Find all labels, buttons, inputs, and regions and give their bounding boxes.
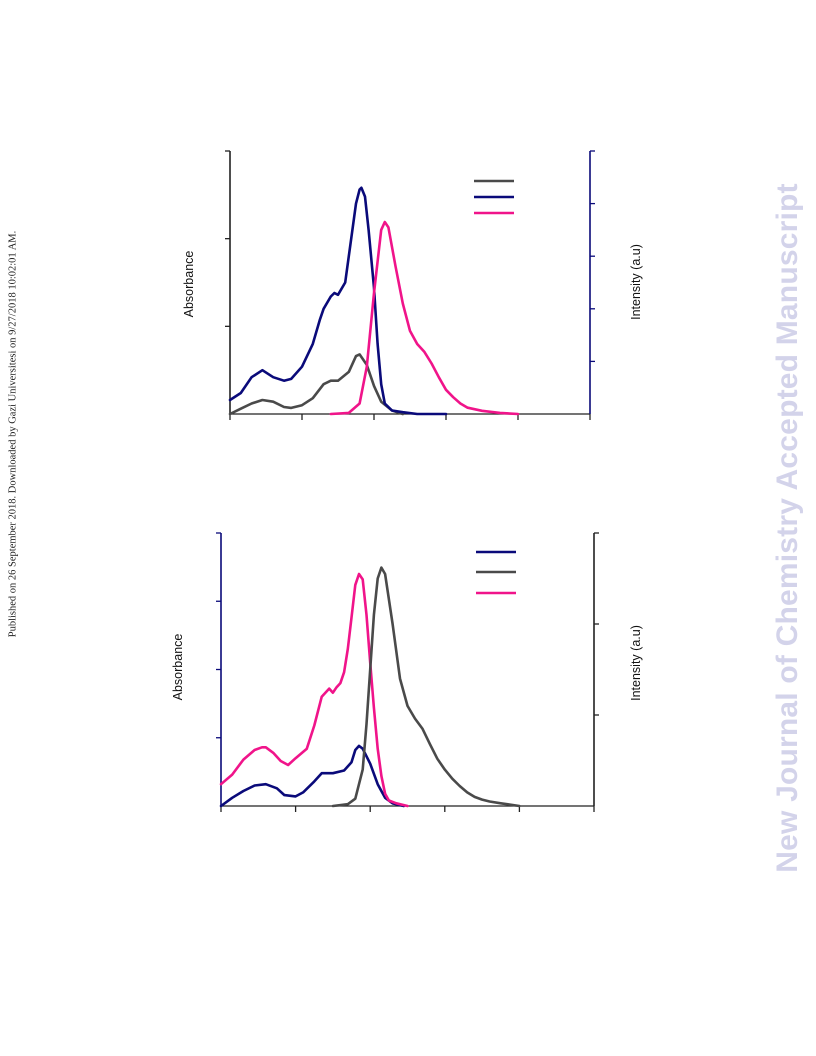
chart1-series-navy-curve [228,186,448,416]
chart2-series-dark_gray-curve [331,566,521,808]
chart1-series-magenta-curve [329,220,520,416]
chart2-series-magenta-curve [219,572,409,808]
chart1-series-dark_gray-curve [228,353,405,416]
chart2-series-navy-curve [219,744,406,808]
